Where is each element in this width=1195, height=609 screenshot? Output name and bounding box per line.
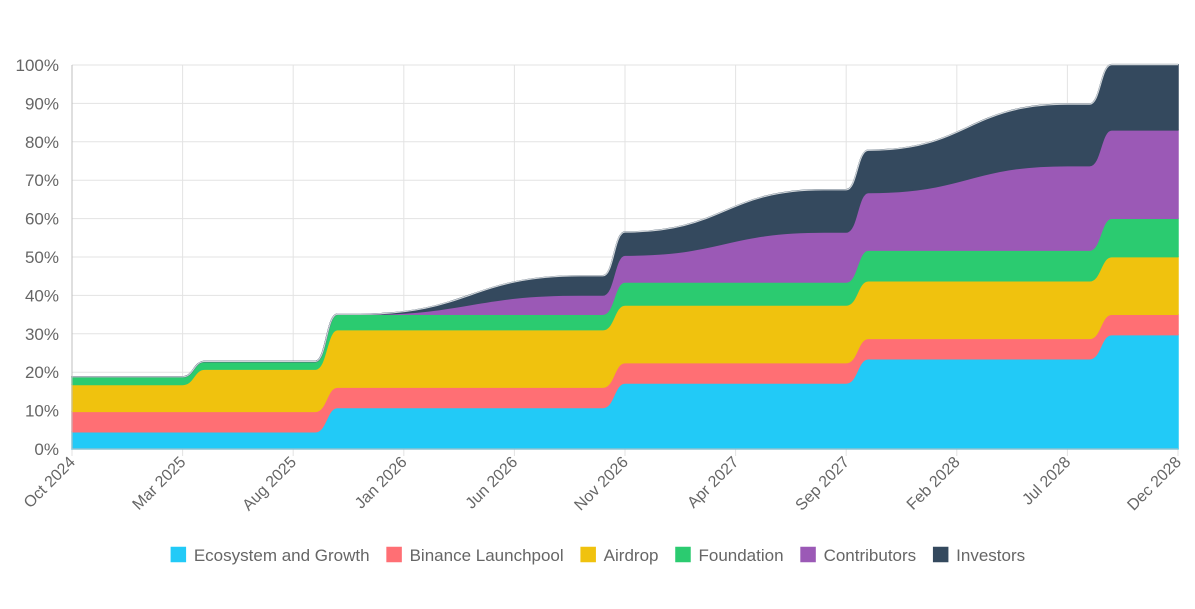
y-tick-label: 90% (25, 94, 59, 113)
x-axis-ticks: Oct 2024 Mar 2025 Aug 2025 Jan 2026 Jun 2026… (21, 454, 1185, 515)
legend: Ecosystem and Growth Binance Launchpool Ai… (169, 545, 1025, 565)
legend-label-ecosystem-and-growth: Ecosystem and Growth (194, 546, 370, 565)
x-tick-label: Jul 2028 (1019, 454, 1074, 509)
legend-swatch-contributors (798, 545, 818, 564)
x-tick-label: Dec 2028 (1124, 454, 1185, 515)
axes (71, 65, 1178, 450)
y-tick-label: 20% (25, 363, 59, 382)
y-tick-label: 40% (25, 286, 59, 305)
legend-label-binance-launchpool: Binance Launchpool (410, 546, 564, 565)
legend-swatch-foundation (673, 545, 693, 564)
x-tick-label: Nov 2026 (571, 454, 632, 515)
legend-swatch-ecosystem-and-growth (169, 545, 188, 564)
legend-label-investors: Investors (956, 546, 1025, 565)
legend-label-contributors: Contributors (824, 546, 917, 565)
legend-label-foundation: Foundation (698, 546, 783, 565)
y-tick-label: 0% (34, 440, 59, 459)
y-tick-label: 70% (25, 171, 59, 190)
area-series (71, 63, 1179, 450)
x-tick-label: Apr 2027 (684, 454, 742, 512)
x-tick-label: Jan 2026 (352, 454, 411, 513)
y-axis-ticks: 0% 10% 20% 30% 40% 50% 60% 70% 80% 90% 100% (16, 56, 59, 459)
x-tick-label: Oct 2024 (21, 454, 79, 512)
x-tick-label: Mar 2025 (130, 454, 190, 514)
legend-swatch-investors (931, 545, 950, 564)
y-tick-label: 60% (25, 210, 59, 229)
y-tick-label: 30% (25, 325, 59, 344)
y-tick-label: 80% (25, 133, 59, 152)
legend-label-airdrop: Airdrop (604, 546, 659, 565)
total-outline (72, 64, 1178, 378)
x-tick-label: Aug 2025 (240, 454, 301, 515)
x-tick-label: Sep 2027 (793, 454, 854, 515)
y-tick-label: 10% (25, 402, 59, 421)
x-tick-label: Jun 2026 (463, 454, 522, 513)
y-tick-label: 50% (25, 248, 59, 267)
legend-swatch-airdrop (578, 545, 598, 564)
legend-swatch-binance-launchpool (384, 545, 404, 564)
x-tick-label: Feb 2028 (904, 454, 964, 514)
y-tick-label: 100% (16, 56, 59, 75)
